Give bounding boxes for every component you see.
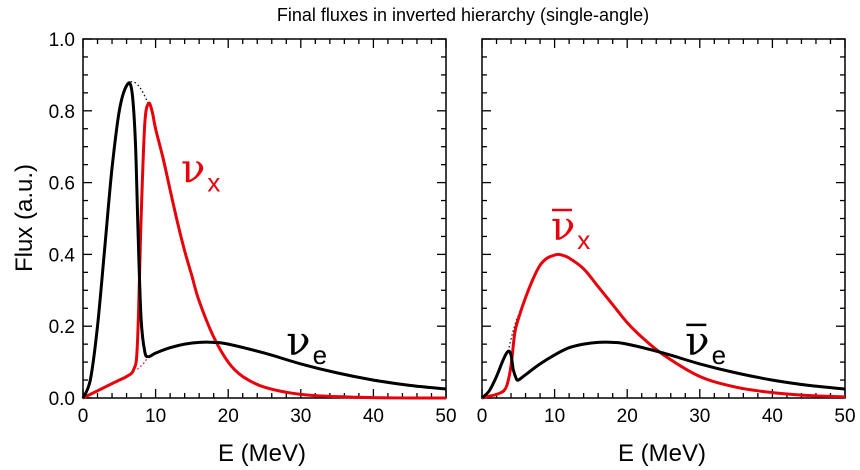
- curve-label-subscript: e: [712, 340, 726, 370]
- x-tick-label: 0: [78, 406, 89, 427]
- curve-label-text: νe: [685, 319, 726, 370]
- curve-label-subscript: x: [207, 168, 220, 198]
- y-tick-label: 0.6: [49, 174, 75, 195]
- x-axis-label-left: E (MeV): [218, 440, 306, 467]
- curve-label-text: νe: [286, 319, 327, 370]
- x-tick-label: 20: [218, 406, 239, 427]
- series-line-black: [81, 81, 447, 399]
- x-tick-label: 50: [834, 406, 855, 427]
- x-tick-label: 0: [477, 406, 488, 427]
- series-line-black: [480, 340, 846, 400]
- y-tick-label: 0.0: [49, 389, 75, 410]
- curve-label-symbol: ν: [551, 204, 575, 250]
- series-line-red: [481, 252, 846, 400]
- x-axis-label-right: E (MeV): [618, 440, 706, 467]
- x-tick-label: 10: [145, 406, 166, 427]
- y-tick-label: 0.2: [49, 317, 75, 338]
- curve-label-subscript: x: [577, 225, 590, 255]
- x-tick-label: 10: [544, 406, 565, 427]
- curve-label: νe: [286, 319, 327, 370]
- curve-label-symbol: ν: [685, 319, 709, 365]
- curve-label: νe: [685, 319, 726, 370]
- plot-frame: [481, 38, 846, 399]
- curve-label-text: νx: [181, 147, 220, 198]
- chart-title: Final fluxes in inverted hierarchy (sing…: [277, 5, 649, 25]
- x-tick-label: 30: [290, 406, 311, 427]
- y-tick-label: 0.8: [49, 102, 75, 123]
- y-tick-label: 1.0: [49, 30, 75, 51]
- curve-label-symbol: ν: [286, 319, 310, 365]
- y-axis-label: Flux (a.u.): [11, 164, 38, 272]
- curve-label: νx: [181, 147, 220, 198]
- x-tick-label: 30: [689, 406, 710, 427]
- x-tick-label: 50: [435, 406, 456, 427]
- curve-label-text: νx: [551, 204, 590, 255]
- curve-label-symbol: ν: [181, 147, 205, 193]
- curve-label-subscript: e: [313, 340, 327, 370]
- y-tick-label: 0.4: [49, 245, 76, 266]
- curve-label: νx: [551, 204, 590, 255]
- series-line-red: [82, 101, 447, 400]
- x-tick-label: 40: [363, 406, 384, 427]
- x-tick-label: 20: [617, 406, 638, 427]
- x-tick-label: 40: [762, 406, 783, 427]
